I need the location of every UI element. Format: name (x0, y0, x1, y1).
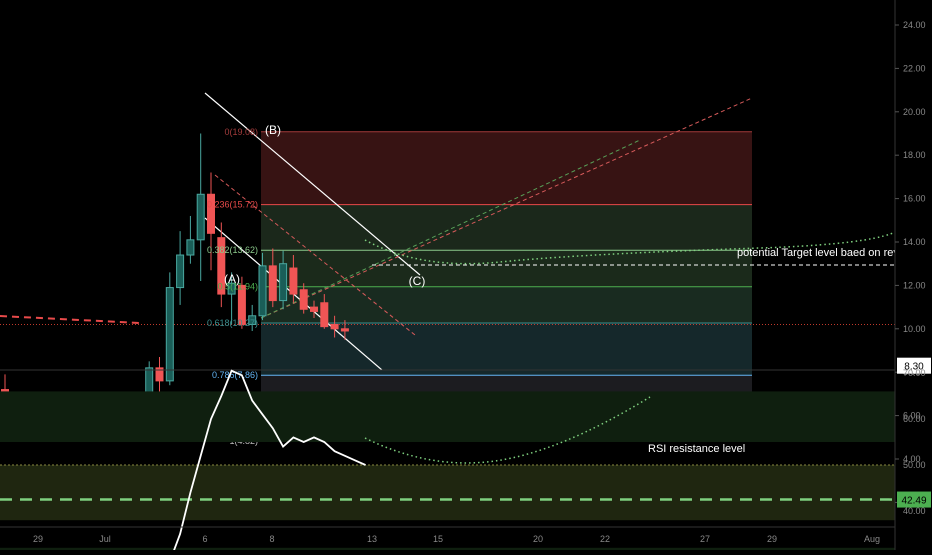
fib-level-label: 0(19.08) (224, 127, 258, 137)
projection-lower-dashed (214, 174, 416, 336)
time-tick-label: Jul (99, 534, 111, 544)
candle-body (196, 193, 205, 241)
candle-body (310, 306, 318, 312)
price-tick-label: 18.00 (903, 150, 926, 160)
fib-level-label: 0.236(15.72) (207, 200, 258, 210)
price-tick-label: 24.00 (903, 20, 926, 30)
axis-background (895, 0, 932, 550)
wave-label: (A) (224, 272, 240, 286)
candlestick-series (1, 133, 349, 442)
price-tick-label: 6.00 (903, 411, 921, 421)
wave-labels: (A) (B) (C) (224, 123, 425, 288)
price-tick-label: 12.00 (903, 280, 926, 290)
price-axis: 24.00 22.00 20.00 18.00 16.00 14.00 12.00 10.00… (894, 0, 932, 550)
fib-level-label: 0.786(7.86) (212, 370, 258, 380)
time-tick-label: 29 (767, 534, 777, 544)
support-dashed-line (0, 315, 141, 324)
fib-level-label: 0.618(10.27) (207, 318, 258, 328)
time-tick-label: 13 (367, 534, 377, 544)
candle-body (258, 265, 267, 317)
time-tick-label: Aug (864, 534, 880, 544)
price-tick-label: 16.00 (903, 194, 926, 204)
rsi-current-label: 42.49 (901, 496, 926, 507)
rsi-projection-curve (364, 396, 651, 464)
candle-body (248, 315, 257, 325)
channel-upper-line (204, 92, 421, 276)
candle-body (320, 302, 329, 328)
fib-zone (261, 286, 752, 323)
candle-body (299, 289, 308, 310)
time-axis: 29 Jul 6 8 13 15 20 22 27 29 Aug (0, 526, 895, 544)
price-tick-label: 10.00 (903, 324, 926, 334)
current-price-label: 8.30 (904, 362, 924, 373)
rsi-line (171, 369, 366, 555)
candle-body (289, 267, 298, 295)
candle-body (207, 193, 215, 234)
candle-body (186, 239, 195, 256)
rsi-resistance-annotation: RSI resistance level (648, 443, 745, 455)
rsi-tick-label: 60.00 (903, 414, 926, 424)
candle-body (237, 284, 246, 325)
candle-body (165, 287, 174, 382)
projection-upper-dashed (260, 97, 753, 319)
candle-body (155, 367, 164, 382)
rsi-current-badge (897, 491, 931, 508)
time-tick-label: 22 (600, 534, 610, 544)
candle-body (279, 263, 288, 302)
rsi-series (171, 369, 651, 555)
price-tick-label: 22.00 (903, 63, 926, 73)
current-price-badge (897, 357, 931, 374)
candle-body (330, 323, 339, 330)
fib-zone (261, 131, 752, 205)
candle-body (217, 237, 226, 295)
candle-body (176, 254, 185, 289)
fib-level-label: 0.5(11.94) (218, 282, 258, 292)
time-tick-label: 15 (433, 534, 443, 544)
time-tick-label: 20 (533, 534, 543, 544)
wave-label: (B) (265, 123, 281, 137)
time-tick-label: 29 (33, 534, 43, 544)
candle-body (227, 282, 236, 295)
time-tick-label: 27 (700, 534, 710, 544)
price-tick-label: 4.00 (903, 454, 921, 464)
candle-body (340, 328, 349, 332)
rsi-tick-label: 70.00 (903, 368, 926, 378)
time-tick-label: 6 (202, 534, 207, 544)
fib-level-label: 0.382(13.62) (207, 245, 258, 255)
price-tick-label: 14.00 (903, 237, 926, 247)
fib-zone (261, 250, 752, 287)
time-tick-label: 8 (269, 534, 274, 544)
target-annotation: potential Target level baed on rev (737, 247, 899, 259)
rsi-band-upper (0, 391, 895, 442)
candle-body (268, 265, 277, 302)
rsi-bands (0, 391, 895, 555)
fib-zone (261, 204, 752, 251)
wave-label: (C) (409, 274, 426, 288)
fib-zone (261, 322, 752, 376)
price-tick-label: 20.00 (903, 107, 926, 117)
rsi-tick-label: 50.00 (903, 460, 926, 470)
rsi-band-middle (0, 465, 895, 521)
rsi-tick-label: 40.00 (903, 506, 926, 516)
